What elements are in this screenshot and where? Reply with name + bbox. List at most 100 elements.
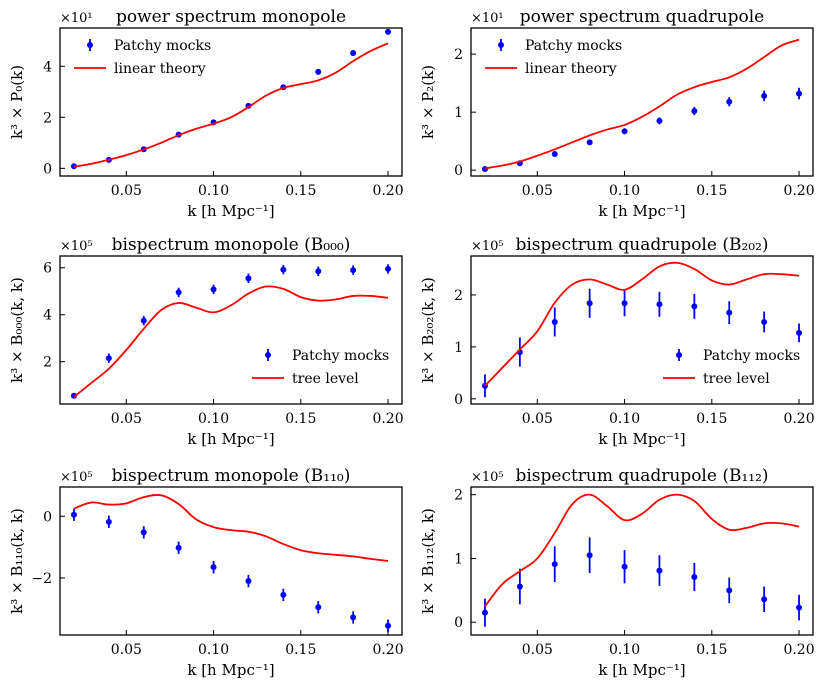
y-tick-label: 2 bbox=[454, 47, 463, 63]
x-axis-label: k [h Mpc⁻¹] bbox=[598, 202, 685, 220]
legend-point-marker bbox=[498, 42, 504, 48]
x-tick-label: 0.20 bbox=[372, 411, 403, 427]
data-point bbox=[385, 622, 392, 629]
legend-point-marker bbox=[676, 352, 682, 358]
legend-point-marker bbox=[87, 42, 93, 48]
data-point bbox=[586, 139, 593, 146]
x-tick-label: 0.10 bbox=[609, 183, 640, 199]
y-tick-label: 0 bbox=[454, 392, 463, 408]
chart-panel-5: 0.05 0.10 0.15 0.20 −2 0 ×10⁵ bispectrum monopo… bbox=[8, 466, 404, 679]
data-point bbox=[726, 98, 733, 105]
chart-panel-3: 0.05 0.10 0.15 0.20 2 4 6 ×10⁵ bispectrum monopo… bbox=[8, 235, 404, 448]
data-point bbox=[481, 166, 488, 173]
data-point bbox=[140, 317, 147, 324]
y-tick-label: 1 bbox=[454, 340, 463, 356]
x-tick-label: 0.10 bbox=[609, 411, 640, 427]
y-axis-label: k³ × B₁₁₂(k, k) bbox=[419, 508, 437, 614]
theory-line bbox=[484, 261, 800, 387]
plot-area bbox=[70, 264, 392, 399]
chart-title: bispectrum monopole (B₁₁₀) bbox=[112, 466, 351, 486]
data-point bbox=[761, 318, 768, 325]
y-tick-label: 6 bbox=[43, 261, 52, 277]
x-tick-label: 0.10 bbox=[198, 642, 229, 658]
x-tick-label: 0.15 bbox=[696, 642, 727, 658]
data-point bbox=[586, 552, 593, 559]
data-point bbox=[796, 329, 803, 336]
data-point bbox=[210, 286, 217, 293]
data-point bbox=[315, 68, 322, 75]
data-point bbox=[70, 511, 77, 518]
x-tick-label: 0.15 bbox=[696, 183, 727, 199]
x-tick-label: 0.20 bbox=[783, 183, 814, 199]
x-tick-label: 0.20 bbox=[783, 411, 814, 427]
data-point bbox=[245, 578, 252, 585]
legend-label-mocks: Patchy mocks bbox=[292, 348, 389, 364]
plot-area bbox=[481, 38, 803, 173]
y-axis-label: k³ × P₂(k) bbox=[419, 65, 437, 139]
plot-frame bbox=[59, 27, 403, 177]
data-point bbox=[621, 300, 628, 307]
x-tick-label: 0.15 bbox=[696, 411, 727, 427]
axis-multiplier: ×10¹ bbox=[471, 11, 504, 26]
x-axis-label: k [h Mpc⁻¹] bbox=[598, 430, 685, 448]
y-axis-label: k³ × B₂₀₂(k, k) bbox=[419, 277, 437, 383]
theory-line bbox=[73, 285, 389, 398]
data-point bbox=[551, 150, 558, 157]
legend-label-mocks: Patchy mocks bbox=[703, 348, 800, 364]
y-tick-label: −2 bbox=[31, 571, 52, 587]
data-point bbox=[621, 128, 628, 135]
data-point bbox=[350, 614, 357, 621]
y-tick-label: 4 bbox=[43, 59, 52, 75]
data-point bbox=[656, 117, 663, 124]
chart-panel-6: 0.05 0.10 0.15 0.20 0 1 2 ×10⁵ bispectrum quadru… bbox=[419, 466, 815, 679]
y-tick-label: 1 bbox=[454, 551, 463, 567]
theory-line bbox=[484, 38, 800, 170]
data-point bbox=[280, 591, 287, 598]
data-point bbox=[175, 544, 182, 551]
x-tick-label: 0.15 bbox=[285, 183, 316, 199]
axis-multiplier: ×10⁵ bbox=[471, 470, 504, 485]
y-tick-label: 2 bbox=[43, 110, 52, 126]
data-point bbox=[656, 567, 663, 574]
x-axis-label: k [h Mpc⁻¹] bbox=[187, 661, 274, 679]
legend-label-theory: tree level bbox=[292, 371, 359, 387]
chart-panel-1: 0.05 0.10 0.15 0.20 0 2 4 ×10¹ power spectrum mo… bbox=[8, 7, 404, 220]
data-point bbox=[105, 355, 112, 362]
legend-label-theory: tree level bbox=[703, 371, 770, 387]
data-point bbox=[726, 587, 733, 594]
y-tick-label: 4 bbox=[43, 308, 52, 324]
data-point bbox=[551, 318, 558, 325]
data-point bbox=[315, 604, 322, 611]
chart-title: bispectrum monopole (B₀₀₀) bbox=[112, 235, 351, 255]
y-tick-label: 2 bbox=[454, 488, 463, 504]
y-tick-label: 2 bbox=[43, 355, 52, 371]
legend-label-mocks: Patchy mocks bbox=[114, 38, 211, 54]
data-point bbox=[621, 563, 628, 570]
data-point bbox=[315, 268, 322, 275]
legend: Patchy mocks linear theory bbox=[485, 38, 622, 77]
x-axis-label: k [h Mpc⁻¹] bbox=[187, 202, 274, 220]
x-tick-label: 0.10 bbox=[198, 183, 229, 199]
x-tick-label: 0.05 bbox=[111, 411, 142, 427]
x-tick-label: 0.15 bbox=[285, 411, 316, 427]
x-tick-label: 0.20 bbox=[783, 642, 814, 658]
data-point bbox=[796, 604, 803, 611]
plot-frame bbox=[470, 486, 814, 636]
y-tick-label: 0 bbox=[43, 161, 52, 177]
plot-area bbox=[481, 493, 803, 627]
x-tick-label: 0.20 bbox=[372, 183, 403, 199]
data-point bbox=[726, 309, 733, 316]
data-point bbox=[586, 300, 593, 307]
data-point bbox=[691, 303, 698, 310]
data-point bbox=[551, 561, 558, 568]
plot-area bbox=[70, 28, 392, 170]
y-tick-label: 0 bbox=[454, 163, 463, 179]
y-axis-label: k³ × B₁₁₀(k, k) bbox=[8, 508, 26, 614]
chart-title: power spectrum quadrupole bbox=[520, 7, 764, 27]
legend-label-theory: linear theory bbox=[525, 61, 617, 77]
data-point bbox=[691, 573, 698, 580]
data-point bbox=[175, 289, 182, 296]
data-point bbox=[140, 529, 147, 536]
x-axis-label: k [h Mpc⁻¹] bbox=[187, 430, 274, 448]
